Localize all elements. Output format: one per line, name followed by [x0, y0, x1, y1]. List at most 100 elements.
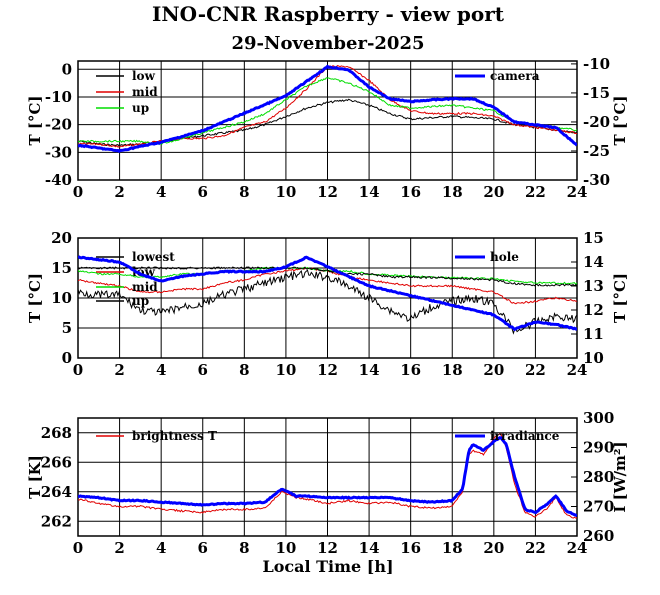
x-tick-label: 10 — [275, 539, 296, 557]
chart-subtitle: 29-November-2025 — [231, 33, 424, 54]
x-tick-label: 18 — [442, 183, 463, 201]
y-tick-label: 15 — [51, 259, 72, 277]
plot-frame — [77, 417, 578, 537]
legend-label: up — [132, 101, 149, 115]
legend-label: lowest — [132, 250, 175, 264]
x-axis-label: Local Time [h] — [262, 557, 393, 576]
x-tick-label: 10 — [275, 183, 296, 201]
y2-tick-label: 270 — [583, 498, 614, 516]
x-tick-label: 12 — [317, 183, 338, 201]
x-tick-label: 6 — [198, 361, 208, 379]
x-tick-label: 14 — [359, 361, 380, 379]
x-tick-label: 22 — [525, 539, 546, 557]
y-tick-label: 0 — [62, 349, 72, 367]
y-tick-label: -20 — [45, 116, 72, 134]
x-tick-label: 8 — [239, 539, 249, 557]
y2-tick-label: 13 — [583, 277, 604, 295]
legend-label: mid — [132, 280, 158, 294]
x-tick-label: 8 — [239, 361, 249, 379]
y2-axis-label: I [W/m²] — [611, 441, 629, 512]
x-tick-label: 14 — [359, 183, 380, 201]
y-axis-label: T [°C] — [26, 95, 44, 145]
panel-3: 0 2 4 6 8 10 12 14 16 18 20 22 242622642662682602702… — [26, 409, 629, 557]
panels: 0 2 4 6 8 10 12 14 16 18 20 22 24-40-30-20-100-30-25… — [26, 55, 629, 557]
x-tick-label: 0 — [73, 539, 83, 557]
y2-tick-label: -20 — [583, 113, 610, 131]
legend-label: up — [132, 294, 149, 308]
x-tick-label: 24 — [567, 183, 588, 201]
x-tick-label: 20 — [483, 183, 504, 201]
panel-2: 0 2 4 6 8 10 12 14 16 18 20 22 240510152010111213141… — [26, 229, 629, 379]
x-tick-label: 18 — [442, 539, 463, 557]
series-line-up — [78, 77, 577, 146]
y2-tick-label: -30 — [583, 171, 610, 189]
legend-label: camera — [490, 69, 540, 83]
y2-tick-label: 12 — [583, 301, 604, 319]
legend-label: mid — [132, 85, 158, 99]
x-tick-label: 6 — [198, 539, 208, 557]
x-tick-label: 12 — [317, 539, 338, 557]
series-line-brightness-T — [78, 433, 577, 519]
legend-label: brightness T — [132, 429, 217, 443]
x-tick-label: 2 — [114, 361, 124, 379]
y-tick-label: -30 — [45, 143, 72, 161]
x-tick-label: 4 — [156, 361, 166, 379]
y-tick-label: 10 — [51, 289, 72, 307]
x-tick-label: 10 — [275, 361, 296, 379]
y2-tick-label: 280 — [583, 468, 614, 486]
y2-axis-label: T [°C] — [611, 273, 629, 323]
y2-tick-label: -15 — [583, 84, 610, 102]
y-tick-label: -10 — [45, 88, 72, 106]
series-line-irradiance — [78, 436, 577, 518]
y2-tick-label: -25 — [583, 142, 610, 160]
plot-frame — [77, 237, 578, 359]
legend-label: hole — [490, 250, 519, 264]
x-tick-label: 16 — [400, 183, 421, 201]
y-tick-label: 266 — [41, 453, 72, 471]
x-tick-label: 24 — [567, 361, 588, 379]
y-tick-label: 268 — [41, 424, 72, 442]
y-axis-label: T [K] — [26, 455, 44, 499]
series-line-camera — [78, 64, 577, 153]
y-tick-label: -40 — [45, 171, 72, 189]
y2-tick-label: 300 — [583, 409, 614, 427]
y-tick-label: 264 — [41, 483, 72, 501]
y2-axis-label: T [°C] — [611, 95, 629, 145]
x-tick-label: 2 — [114, 539, 124, 557]
x-tick-label: 4 — [156, 183, 166, 201]
x-tick-label: 0 — [73, 361, 83, 379]
x-tick-label: 16 — [400, 361, 421, 379]
x-tick-label: 24 — [567, 539, 588, 557]
y2-tick-label: 11 — [583, 325, 604, 343]
y2-tick-label: 10 — [583, 349, 604, 367]
y-tick-label: 20 — [51, 229, 72, 247]
y-tick-label: 5 — [62, 319, 72, 337]
x-tick-label: 0 — [73, 183, 83, 201]
legend-label: irradiance — [490, 429, 560, 443]
y-tick-label: 262 — [41, 512, 72, 530]
x-tick-label: 20 — [483, 539, 504, 557]
x-tick-label: 14 — [359, 539, 380, 557]
series-line-hole — [78, 255, 577, 332]
panel-1: 0 2 4 6 8 10 12 14 16 18 20 22 24-40-30-20-100-30-25… — [26, 55, 629, 201]
series-line-lowest — [78, 269, 577, 335]
x-tick-label: 22 — [525, 183, 546, 201]
y2-tick-label: 15 — [583, 229, 604, 247]
x-tick-label: 16 — [400, 539, 421, 557]
x-tick-label: 6 — [198, 183, 208, 201]
y2-tick-label: 290 — [583, 439, 614, 457]
y2-tick-label: 14 — [583, 253, 604, 271]
x-tick-label: 20 — [483, 361, 504, 379]
legend-label: low — [132, 69, 156, 83]
x-tick-label: 22 — [525, 361, 546, 379]
series-line-up — [78, 266, 577, 287]
plot-frame — [77, 60, 578, 181]
x-tick-label: 12 — [317, 361, 338, 379]
chart-title: INO-CNR Raspberry - view port — [152, 2, 505, 26]
x-tick-label: 18 — [442, 361, 463, 379]
x-tick-label: 4 — [156, 539, 166, 557]
y2-tick-label: 260 — [583, 527, 614, 545]
x-tick-label: 2 — [114, 183, 124, 201]
y-axis-label: T [°C] — [26, 273, 44, 323]
